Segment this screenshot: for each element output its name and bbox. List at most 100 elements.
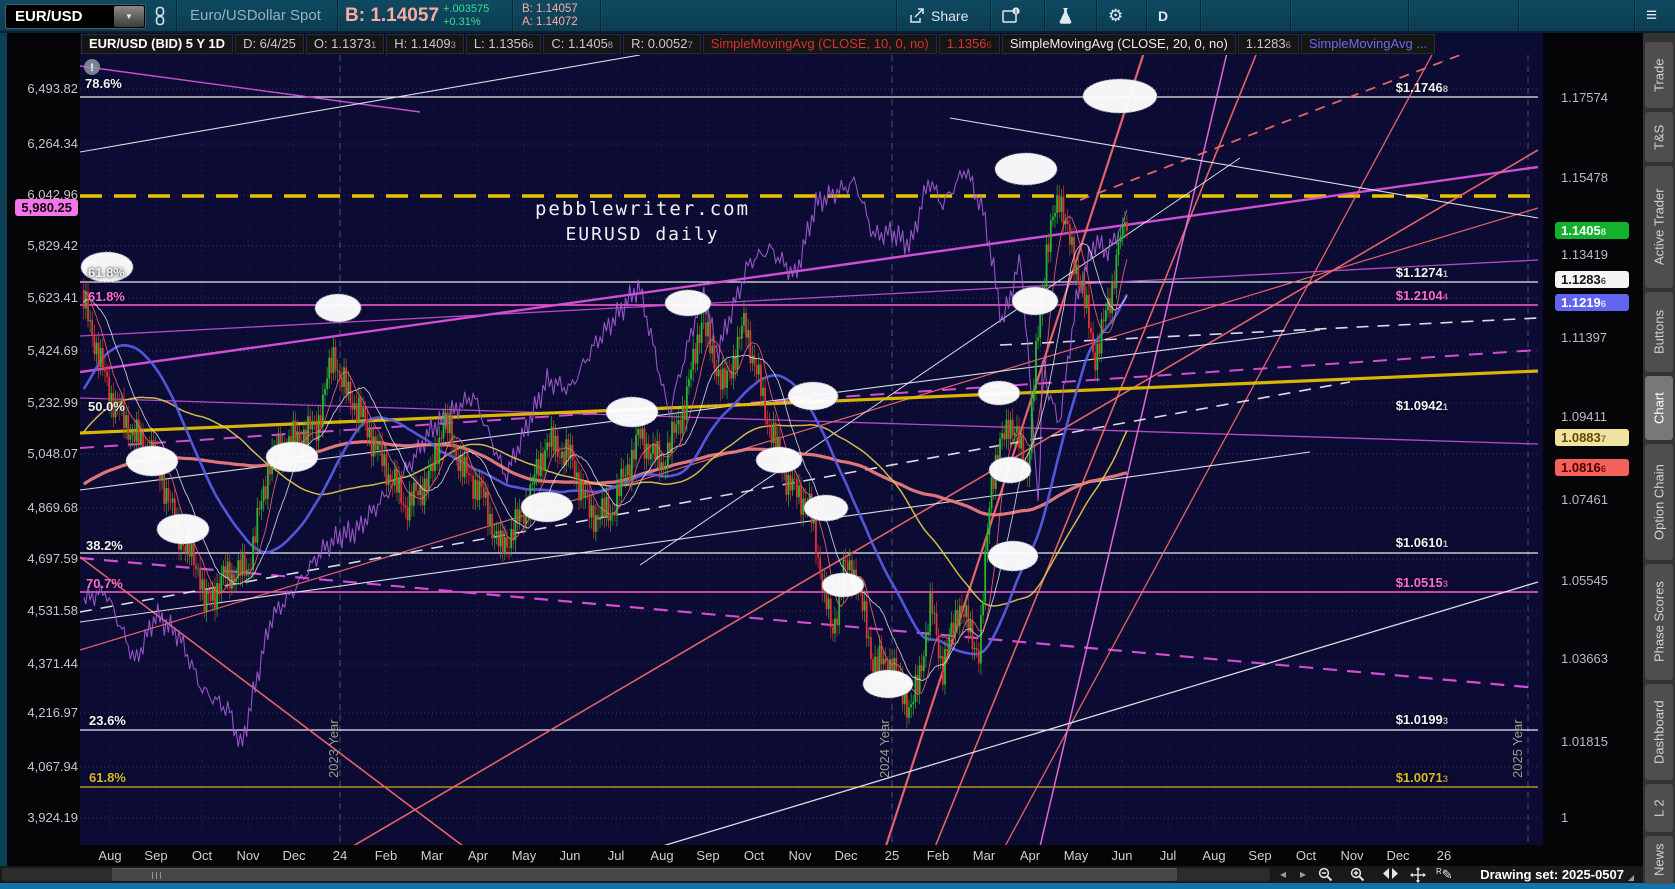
price-change: +.003575 +0.31% xyxy=(443,2,490,28)
fib-level-label: 61.8% xyxy=(89,770,126,785)
drawing-pencil-icon[interactable]: R✎ xyxy=(1436,867,1453,882)
time-axis-label: Sep xyxy=(696,848,720,863)
svg-text:2025 Year: 2025 Year xyxy=(1510,719,1525,778)
price-target-label: $1.00713 xyxy=(1395,770,1448,785)
time-axis-label: Nov xyxy=(788,848,812,863)
scrollbar-thumb[interactable] xyxy=(112,868,1177,881)
time-axis-label: May xyxy=(1063,848,1089,863)
time-axis-label: Oct xyxy=(743,848,765,863)
time-axis-label: Dec xyxy=(1386,848,1410,863)
right-axis-label: 1.15478 xyxy=(1561,170,1608,185)
left-axis-label: 3,924.19 xyxy=(27,810,78,825)
price-bubble: 1.08837 xyxy=(1555,429,1629,446)
ohlc-field: SimpleMovingAvg (CLOSE, 20, 0, no) xyxy=(1001,34,1236,54)
gear-icon[interactable]: ⚙ xyxy=(1108,5,1124,25)
symbol-value: EUR/USD xyxy=(15,8,83,25)
spx-last-price-bubble: 5,980.25 xyxy=(15,199,78,216)
symbol-input[interactable]: EUR/USD ▼ xyxy=(5,4,146,29)
price-target-label: $1.12741 xyxy=(1395,265,1448,280)
zoom-in-icon[interactable] xyxy=(1350,867,1365,887)
side-tab-chart[interactable]: Chart xyxy=(1645,376,1673,440)
time-axis-label: Apr xyxy=(467,848,489,863)
timeframe-button[interactable]: D xyxy=(1158,7,1169,24)
scrollbar-grip[interactable] xyxy=(152,872,163,879)
side-tab-phase-scores[interactable]: Phase Scores xyxy=(1645,564,1673,680)
scroll-right-arrow[interactable]: ▸ xyxy=(1300,867,1307,881)
bid-ask-quote: B: 1.14057 A: 1.14072 xyxy=(522,2,578,28)
ohlc-header: EUR/USD (BID) 5 Y 1D D: 6/4/25 O: 1.13731 H… xyxy=(81,34,1436,54)
zoom-out-icon[interactable] xyxy=(1318,867,1333,887)
fib-level-label: 38.2% xyxy=(86,538,123,553)
left-axis-label: 5,048.07 xyxy=(27,446,78,461)
left-axis-label: 4,216.97 xyxy=(27,705,78,720)
time-axis-label: Sep xyxy=(1248,848,1272,863)
side-tab-option-chain[interactable]: Option Chain xyxy=(1645,444,1673,560)
left-axis-label: 5,232.99 xyxy=(27,395,78,410)
link-charts-icon[interactable] xyxy=(152,0,168,31)
time-axis-label: Aug xyxy=(1202,848,1226,863)
left-price-axis[interactable]: 6,493.82 6,264.34 6,042.96 5,829.42 5,623.41… xyxy=(7,33,80,866)
side-tab-l-2[interactable]: L 2 xyxy=(1645,784,1673,832)
ohlc-field: C: 1.14058 xyxy=(543,34,622,54)
ohlc-field: H: 1.14093 xyxy=(386,34,464,54)
left-axis-label: 5,829.42 xyxy=(27,238,78,253)
ohlc-field: 1.12836 xyxy=(1237,34,1299,54)
side-tab-t-s[interactable]: T&S xyxy=(1645,112,1673,162)
right-price-axis[interactable]: 1.17574 1.15478 1.13419 1.11397 1.09411 1.074… xyxy=(1543,33,1643,866)
side-tab-news[interactable]: News xyxy=(1645,836,1673,884)
top-toolbar: EUR/USD ▼ Euro/USDollar Spot B: 1.14057 … xyxy=(0,0,1675,148)
scroll-left-arrow[interactable]: ◂ xyxy=(1280,867,1287,881)
side-tab-active-trader[interactable]: Active Trader xyxy=(1645,166,1673,288)
fib-level-label: 70.7% xyxy=(86,576,123,591)
time-axis-label: Feb xyxy=(926,848,950,863)
time-axis-label: Mar xyxy=(420,848,444,863)
right-axis-label: 1.05545 xyxy=(1561,573,1608,588)
share-button[interactable]: Share xyxy=(908,0,968,31)
time-axis-label: Jun xyxy=(1111,848,1133,863)
price-target-label: $1.17468 xyxy=(1395,80,1448,95)
time-axis-label: 24 xyxy=(332,848,348,863)
symbol-dropdown-button[interactable]: ▼ xyxy=(114,6,144,27)
left-axis-label: 6,042.96 xyxy=(27,187,78,202)
time-axis[interactable]: Aug Sep Oct Nov Dec 24 Feb Mar Apr May Jun Jul Aug Se… xyxy=(7,845,1643,866)
watermark: pebblewriter.com EURUSD daily xyxy=(534,198,751,245)
right-axis-label: 1 xyxy=(1561,810,1569,825)
left-axis-label: 6,493.82 xyxy=(27,81,78,96)
time-axis-label: Apr xyxy=(1019,848,1041,863)
side-tab-trade[interactable]: Trade xyxy=(1645,42,1673,108)
chart-scrollbar[interactable] xyxy=(2,868,1270,881)
price-target-label: $1.01993 xyxy=(1395,712,1448,727)
right-axis-label: 1.09411 xyxy=(1561,409,1608,424)
menu-icon[interactable]: ≡ xyxy=(1646,4,1658,26)
right-axis-label: 1.03663 xyxy=(1561,651,1608,666)
right-axis-label: 1.17574 xyxy=(1561,90,1608,105)
beaker-icon[interactable] xyxy=(1058,0,1073,31)
left-axis-label: 5,424.69 xyxy=(27,343,78,358)
ohlc-field: D: 6/4/25 xyxy=(235,34,304,54)
time-axis-label: 25 xyxy=(884,848,900,863)
right-axis-label: 1.13419 xyxy=(1561,247,1608,262)
right-axis-label: 1.07461 xyxy=(1561,492,1608,507)
expand-horizontal-icon[interactable] xyxy=(1382,867,1399,885)
side-tab-buttons[interactable]: Buttons xyxy=(1645,292,1673,372)
pan-crosshair-icon[interactable] xyxy=(1410,867,1426,888)
side-tab-strip: Trade T&S Active Trader Buttons Chart Option … xyxy=(1643,33,1675,884)
price-chart[interactable]: 2023 Year 2024 Year 2025 Year! xyxy=(80,55,1543,845)
left-axis-label: 4,067.94 xyxy=(27,759,78,774)
price-target-label: $1.09421 xyxy=(1395,398,1448,413)
left-axis-label: 5,623.41 xyxy=(27,290,78,305)
drawing-set-selector[interactable]: Drawing set: 2025-0507 xyxy=(1480,867,1624,882)
left-axis-label: 4,869.68 xyxy=(27,500,78,515)
time-axis-label: May xyxy=(511,848,537,863)
ohlc-field: O: 1.13731 xyxy=(305,34,385,54)
bid-price-large: B: 1.14057 xyxy=(345,4,440,26)
price-target-label: $1.06101 xyxy=(1395,535,1448,550)
fib-level-label: 61.8% xyxy=(88,289,125,304)
news-window-icon[interactable]: i xyxy=(1002,0,1021,31)
price-bubble: 1.12836 xyxy=(1555,271,1629,288)
svg-text:i: i xyxy=(1015,8,1017,15)
svg-text:2024 Year: 2024 Year xyxy=(877,719,892,778)
left-axis-label: 4,697.59 xyxy=(27,551,78,566)
svg-text:2023 Year: 2023 Year xyxy=(326,719,341,778)
side-tab-dashboard[interactable]: Dashboard xyxy=(1645,684,1673,780)
